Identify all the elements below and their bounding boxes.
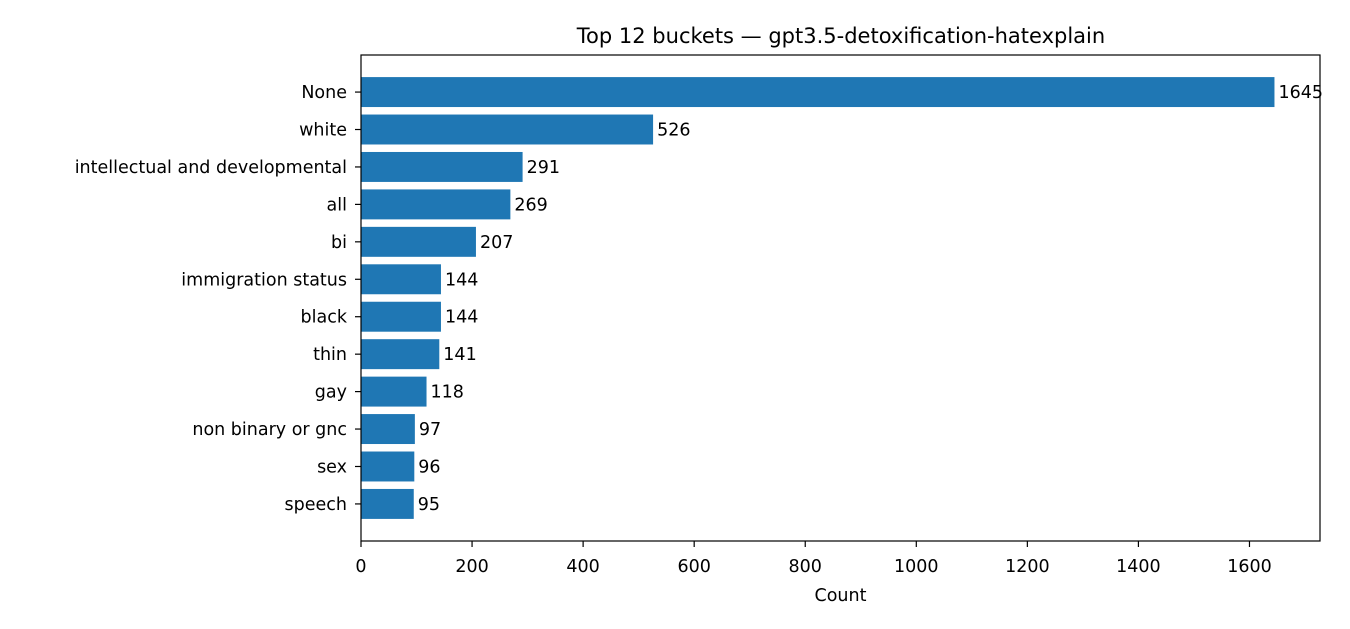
- y-tick-label: intellectual and developmental: [75, 158, 347, 178]
- plot-frame: [360, 54, 1321, 542]
- data-label: 207: [480, 233, 513, 253]
- data-label: 141: [443, 345, 476, 365]
- x-tick-label: 600: [677, 557, 710, 577]
- x-tick-label: 1200: [1005, 557, 1050, 577]
- bar: [361, 264, 441, 295]
- bar: [361, 226, 476, 257]
- x-tick-label: 1600: [1227, 557, 1272, 577]
- bar: [361, 376, 427, 407]
- bar: [361, 488, 414, 519]
- y-axis: None white intellectual and developmental a…: [75, 83, 361, 515]
- x-tick-label: 400: [566, 557, 599, 577]
- bar: [361, 189, 511, 220]
- data-label: 118: [431, 383, 464, 403]
- y-tick-label: sex: [317, 457, 347, 477]
- data-label: 526: [657, 121, 690, 141]
- y-tick-label: bi: [331, 233, 347, 253]
- y-tick-label: speech: [285, 495, 347, 515]
- bar: [361, 301, 441, 332]
- x-tick-label: 1000: [894, 557, 939, 577]
- x-tick-label: 200: [455, 557, 488, 577]
- bar: [361, 451, 415, 482]
- data-label: 1645: [1278, 83, 1323, 103]
- data-label: 144: [445, 270, 478, 290]
- data-label: 97: [419, 420, 441, 440]
- y-tick-label: immigration status: [181, 270, 347, 290]
- chart-title: Top 12 buckets — gpt3.5-detoxification-h…: [576, 24, 1105, 48]
- bar: [361, 414, 415, 445]
- y-tick-label: non binary or gnc: [192, 420, 347, 440]
- data-label: 269: [514, 195, 547, 215]
- x-axis-label: Count: [815, 586, 867, 606]
- x-tick-label: 0: [355, 557, 366, 577]
- bar: [361, 151, 523, 182]
- y-tick-label: thin: [313, 345, 347, 365]
- data-label: 144: [445, 308, 478, 328]
- y-tick-label: all: [327, 195, 347, 215]
- data-label: 96: [418, 457, 440, 477]
- y-tick-label: gay: [315, 383, 347, 403]
- y-tick-label: black: [301, 308, 348, 328]
- data-label: 291: [527, 158, 560, 178]
- bar: [361, 77, 1275, 108]
- bar: [361, 114, 654, 145]
- x-axis: 0 200 400 600 800 1000 1200 1400 1600: [355, 541, 1272, 577]
- data-label: 95: [418, 495, 440, 515]
- x-tick-label: 800: [789, 557, 822, 577]
- y-tick-label: None: [301, 83, 347, 103]
- bar: [361, 339, 440, 370]
- y-tick-label: white: [299, 121, 347, 141]
- x-tick-label: 1400: [1116, 557, 1161, 577]
